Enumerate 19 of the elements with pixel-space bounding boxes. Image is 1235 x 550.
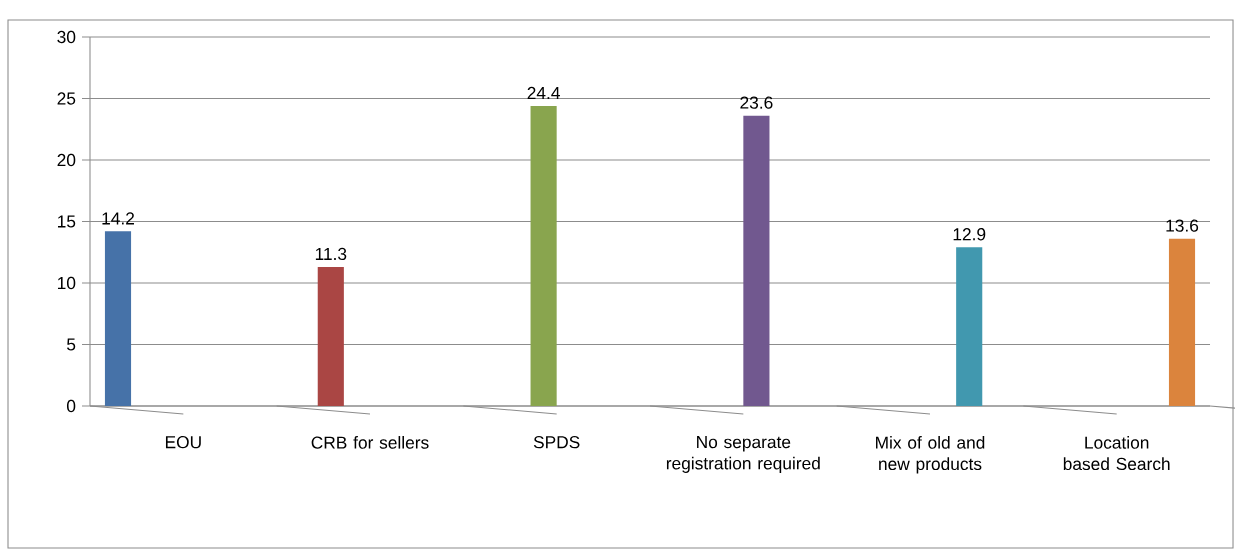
y-tick-label: 20: [57, 153, 76, 167]
data-label: 11.3: [315, 247, 347, 261]
data-label: 23.6: [740, 96, 773, 109]
x-tick-label: Location based Search: [1063, 436, 1170, 471]
y-tick-label: 0: [66, 399, 76, 413]
y-tick-label: 5: [67, 338, 76, 351]
y-tick-label: 30: [57, 30, 76, 44]
x-tick-label: SPDS: [533, 436, 580, 449]
x-tick-label: Mix of old and new products: [876, 436, 985, 474]
x-tick-label: EOU: [165, 436, 201, 449]
y-tick-label: 10: [57, 276, 76, 290]
data-label: 12.9: [953, 228, 986, 241]
x-tick-label: CRB for sellers: [311, 436, 429, 449]
data-label: 13.6: [1166, 219, 1199, 232]
y-tick-label: 25: [57, 92, 76, 105]
y-tick-label: 15: [57, 215, 76, 228]
data-label: 14.2: [102, 212, 134, 225]
x-tick-label: No separate registration required: [666, 436, 820, 473]
data-label: 24.4: [527, 86, 560, 99]
